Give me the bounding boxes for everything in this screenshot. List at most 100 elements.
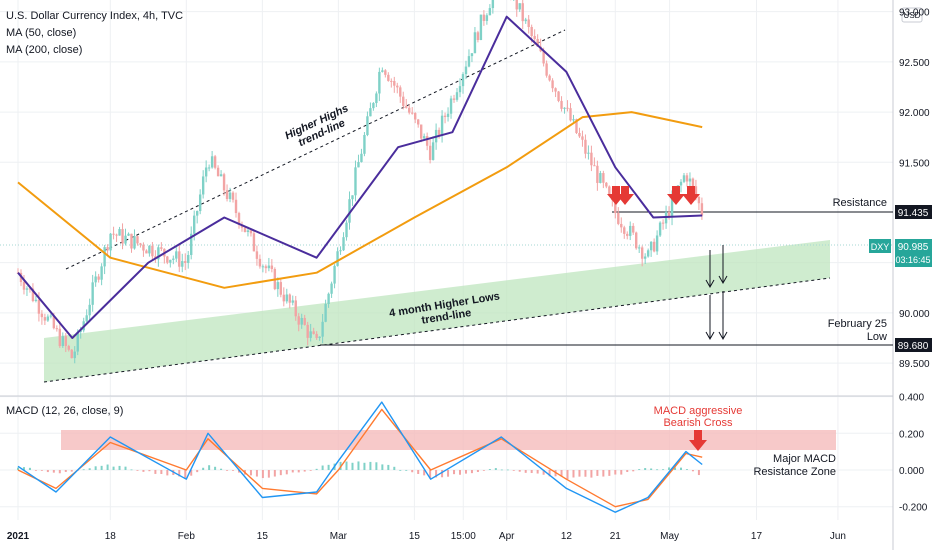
candle-body (44, 317, 46, 320)
candle-body (306, 325, 308, 338)
time-tick-label: 15 (409, 531, 421, 542)
macd-histogram-bar (567, 470, 569, 479)
macd-histogram-bar (107, 465, 109, 470)
candle-body (405, 106, 407, 108)
candle-body (205, 167, 207, 176)
macd-resistance-zone (61, 430, 836, 450)
macd-histogram-bar (71, 470, 73, 472)
candle-body (584, 140, 586, 154)
candle-body (393, 81, 395, 86)
macd-histogram-bar (471, 470, 473, 473)
last-price-tag: 90.985 03:16:45 (895, 239, 932, 267)
macd-histogram-bar (680, 468, 682, 470)
macd-histogram-bar (202, 468, 204, 470)
candle-body (551, 80, 553, 88)
candle-body (426, 136, 428, 146)
macd-histogram-bar (614, 470, 616, 475)
price-tick-label: 90.000 (899, 309, 930, 320)
candle-body (408, 108, 410, 113)
candle-body (489, 8, 491, 15)
candle-body (71, 350, 73, 358)
macd-histogram-bar (196, 470, 198, 472)
candle-body (399, 87, 401, 96)
candle-body (268, 266, 270, 269)
price-tick-label: 91.500 (899, 158, 930, 169)
candle-body (384, 70, 386, 75)
macd-histogram-bar (95, 466, 97, 470)
macd-histogram-bar (346, 462, 348, 470)
candle-body (199, 194, 201, 211)
candle-body (519, 3, 521, 9)
candle-body (369, 108, 371, 116)
candle-body (94, 276, 96, 282)
time-tick-label: 12 (561, 531, 573, 542)
candle-body (638, 247, 640, 248)
candle-body (605, 183, 607, 187)
macd-histogram-bar (507, 470, 509, 471)
candle-body (139, 243, 141, 244)
ma50-legend[interactable]: MA (50, close) (6, 27, 76, 39)
candle-body (542, 51, 544, 63)
macd-histogram-bar (632, 470, 634, 471)
candle-body (223, 174, 225, 190)
macd-histogram-bar (572, 470, 574, 477)
candle-body (459, 86, 461, 92)
macd-histogram-bar (686, 469, 688, 470)
candle-body (387, 75, 389, 81)
candle-body (295, 300, 297, 316)
candle-body (366, 116, 368, 135)
candle-body (345, 223, 347, 238)
candle-body (309, 331, 311, 338)
candle-body (23, 282, 25, 290)
candle-body (483, 15, 485, 21)
candle-body (450, 98, 452, 113)
candle-body (569, 108, 571, 120)
candle-body (662, 223, 664, 224)
candle-body (56, 328, 58, 329)
macd-histogram-bar (584, 470, 586, 477)
time-tick-label: Mar (330, 531, 348, 542)
macd-histogram-bar (130, 469, 132, 470)
candle-body (169, 260, 171, 263)
candle-body (142, 245, 144, 251)
macd-histogram-bar (280, 470, 282, 475)
candle-body (587, 153, 589, 154)
macd-legend[interactable]: MACD (12, 26, close, 9) (6, 405, 123, 417)
candle-body (265, 266, 267, 268)
time-tick-label: 17 (751, 531, 763, 542)
candle-body (423, 136, 425, 138)
candle-body (166, 256, 168, 262)
low-price-tag: 89.680 (895, 338, 932, 352)
macd-histogram-bar (226, 470, 228, 471)
macd-histogram-bar (387, 465, 389, 470)
time-tick-label: Jun (830, 531, 846, 542)
macd-histogram-bar (125, 467, 127, 470)
macd-histogram-bar (298, 470, 300, 472)
macd-histogram-bar (363, 463, 365, 470)
candle-body (363, 135, 365, 154)
macd-histogram-bar (620, 470, 622, 475)
candle-body (74, 352, 76, 359)
candle-body (527, 20, 529, 27)
macd-histogram-bar (411, 470, 413, 472)
candle-body (130, 234, 132, 249)
macd-histogram-bar (166, 470, 168, 475)
candle-body (339, 250, 341, 251)
candle-body (229, 193, 231, 199)
candle-body (432, 142, 434, 160)
candle-body (292, 300, 294, 302)
macd-histogram-bar (59, 470, 61, 473)
candle-body (100, 266, 102, 279)
macd-histogram-bar (537, 470, 539, 474)
macd-histogram-bar (650, 469, 652, 470)
candle-body (530, 27, 532, 36)
svg-text:89.680: 89.680 (898, 341, 929, 352)
price-tick-label: 89.500 (899, 359, 930, 370)
candle-body (411, 113, 413, 114)
ma200-legend[interactable]: MA (200, close) (6, 44, 82, 56)
macd-histogram-bar (531, 470, 533, 473)
candle-body (226, 190, 228, 199)
candle-body (304, 318, 306, 325)
